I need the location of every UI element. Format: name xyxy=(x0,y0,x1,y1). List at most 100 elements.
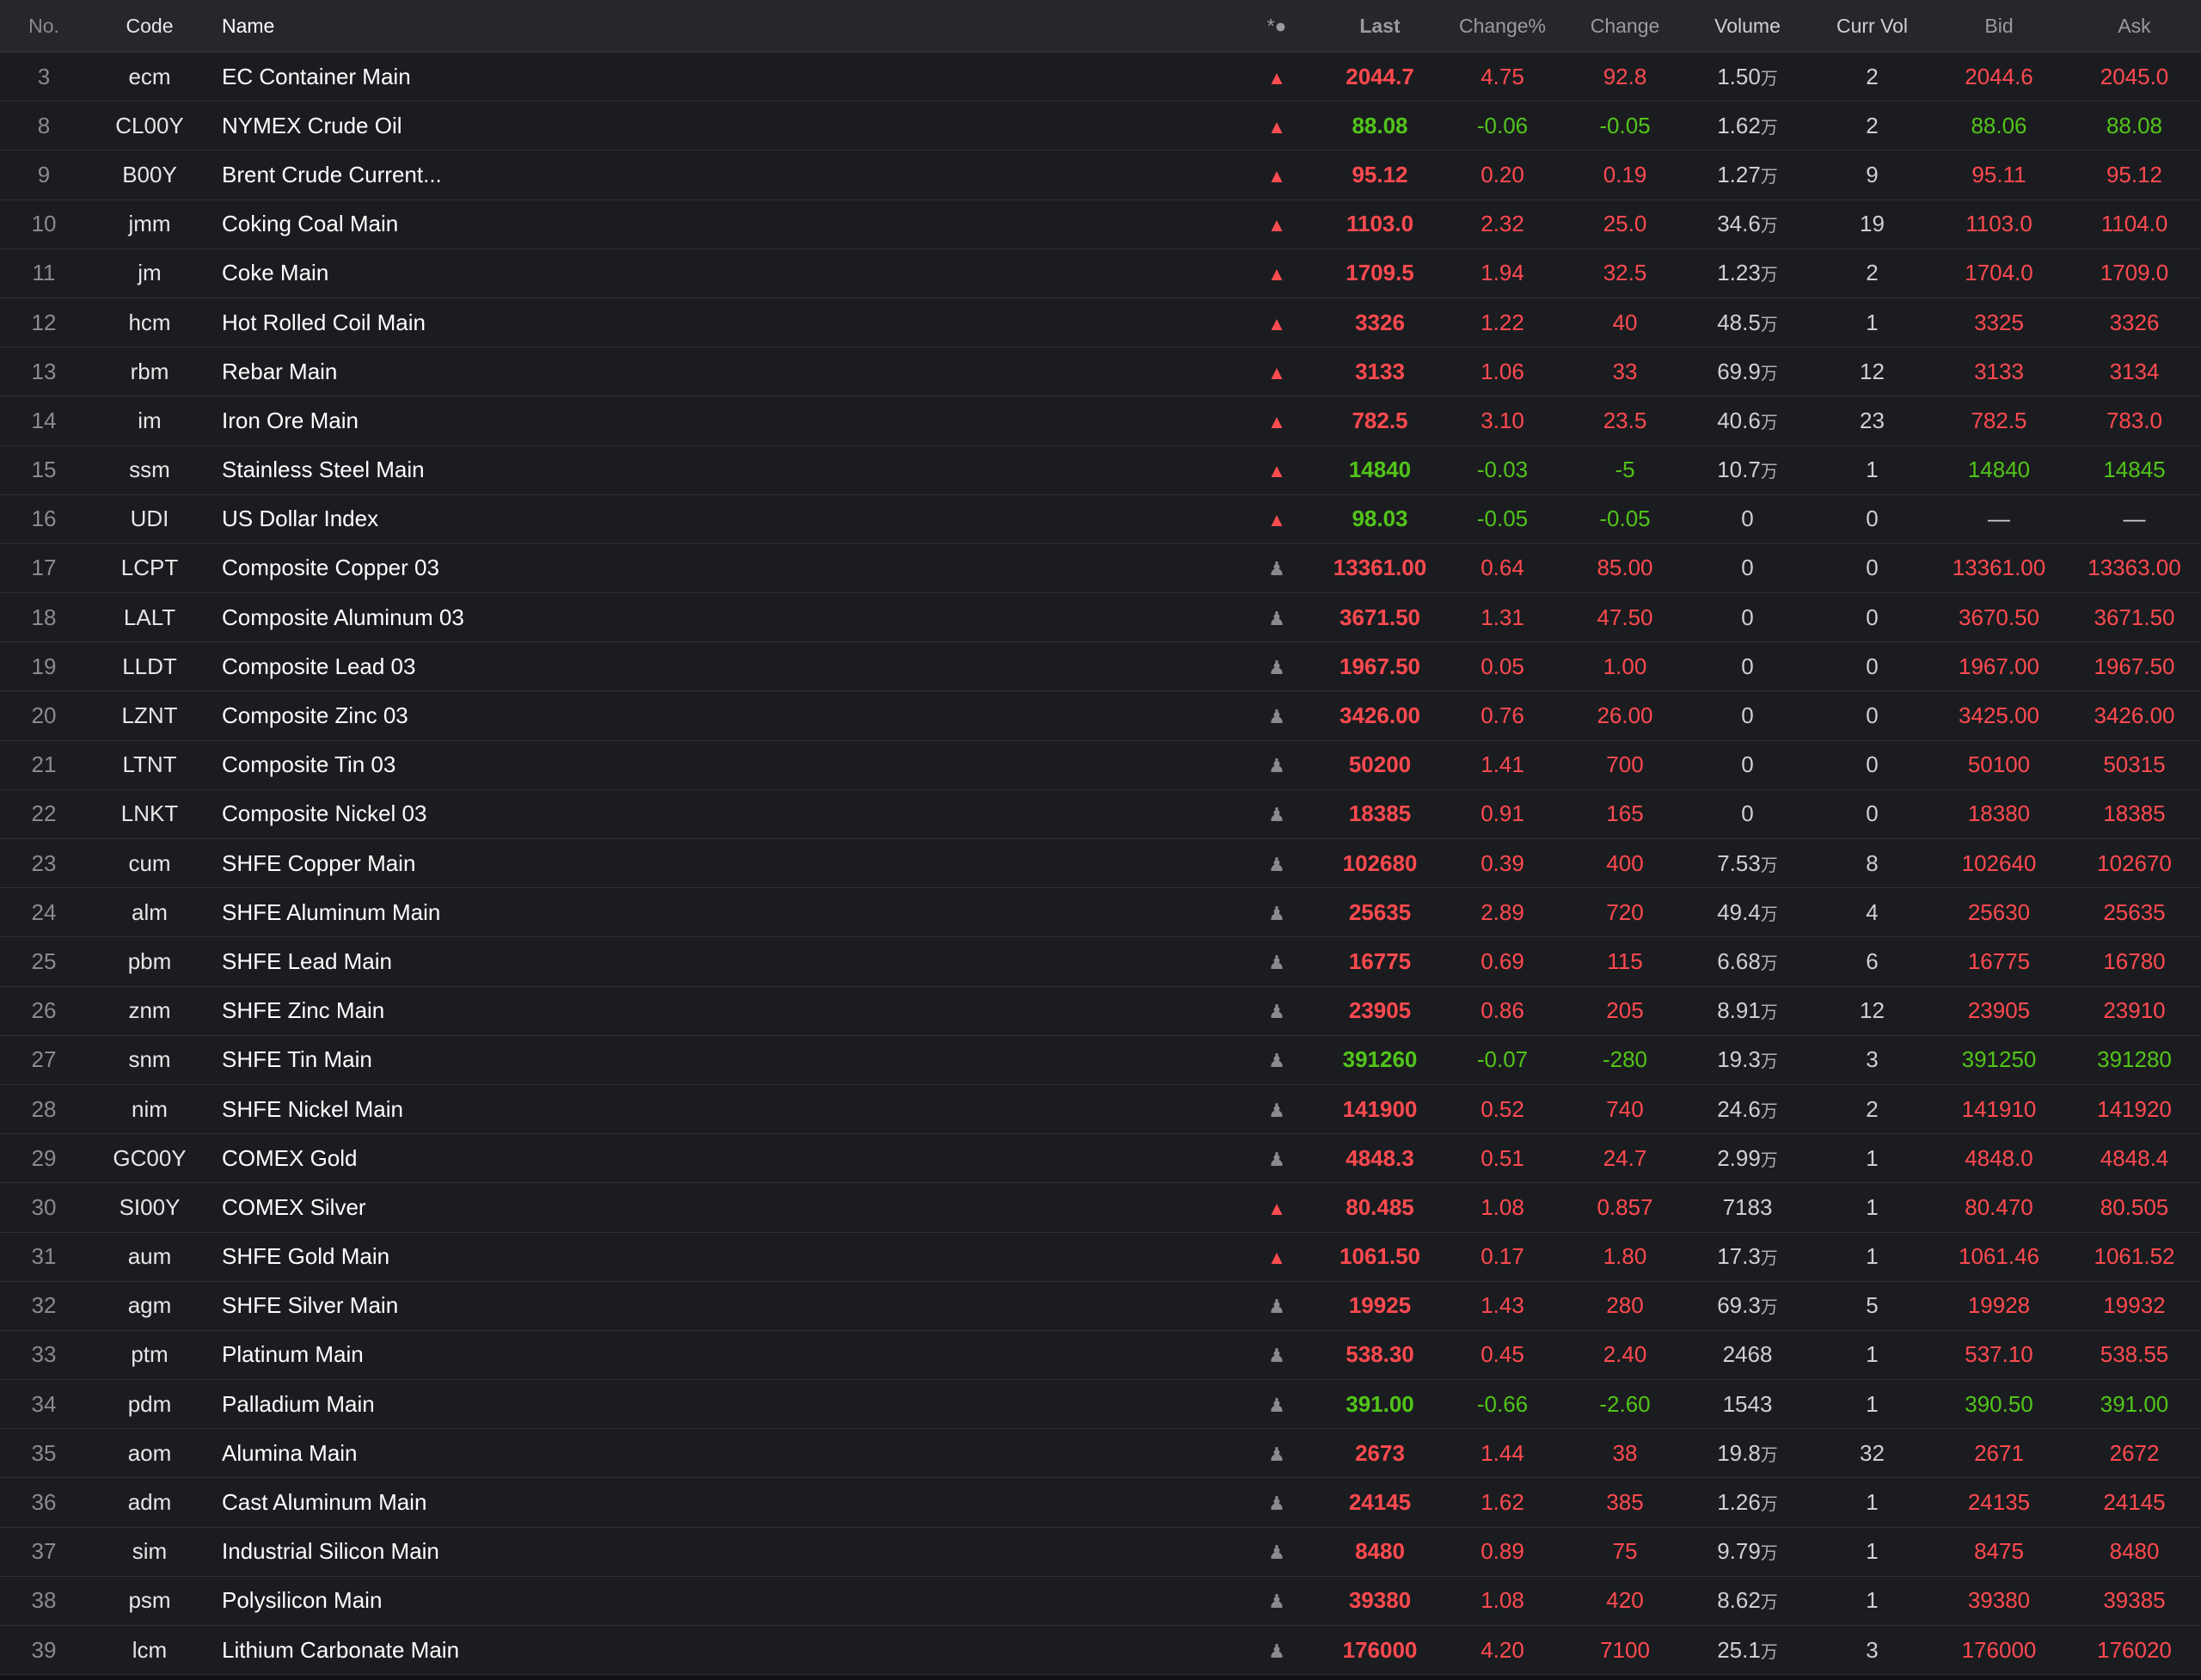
row-number: 17 xyxy=(31,555,57,581)
change-value: 165 xyxy=(1606,800,1644,827)
volume-value: 19.3 xyxy=(1717,1046,1761,1073)
change-value: 115 xyxy=(1607,947,1643,974)
volume: 0 xyxy=(1681,555,1814,581)
current-volume: 4 xyxy=(1866,898,1879,925)
change-percent: 0.91 xyxy=(1481,800,1524,827)
column-header-volume[interactable]: Volume xyxy=(1714,14,1781,37)
row-number: 28 xyxy=(31,1095,57,1122)
column-header-curr-vol[interactable]: Curr Vol xyxy=(1836,14,1909,37)
table-row[interactable]: 33 ptm Platinum Main ♟ 538.30 0.45 2.40 2468 1 53… xyxy=(0,1331,2201,1381)
table-row[interactable]: 36 adm Cast Aluminum Main ♟ 24145 1.62 385 1.26… xyxy=(0,1478,2201,1528)
row-number: 15 xyxy=(31,457,57,483)
volume: 19.3万 xyxy=(1681,1046,1814,1073)
table-row[interactable]: 16 UDI US Dollar Index ▲ 98.03 -0.05 -0.05 0 0 — — xyxy=(0,495,2201,544)
table-row[interactable]: 10 jmm Coking Coal Main ▲ 1103.0 2.32 25.0 34.6… xyxy=(0,200,2201,249)
pawn-icon: ♟ xyxy=(1268,902,1285,924)
instrument-code: UDI xyxy=(130,506,169,532)
change-value: 38 xyxy=(1612,1439,1638,1466)
table-row[interactable]: 19 LLDT Composite Lead 03 ♟ 1967.50 0.05 1.00 0… xyxy=(0,642,2201,692)
instrument-code: ecm xyxy=(128,63,171,89)
last-price: 1103.0 xyxy=(1346,211,1414,237)
current-volume: 0 xyxy=(1866,751,1879,778)
instrument-name: SHFE Tin Main xyxy=(222,1046,372,1073)
current-volume: 1 xyxy=(1866,1390,1879,1417)
ask-price: 39385 xyxy=(2103,1587,2166,1614)
volume: 1.26万 xyxy=(1681,1489,1814,1516)
volume-unit: 万 xyxy=(1760,1593,1778,1613)
table-row[interactable]: 35 aom Alumina Main ♟ 2673 1.44 38 19.8万 32 2671 2… xyxy=(0,1429,2201,1479)
change-value: -0.05 xyxy=(1599,506,1651,532)
change-percent: 0.51 xyxy=(1481,1144,1524,1171)
instrument-code: LLDT xyxy=(122,653,177,679)
change-percent: 1.43 xyxy=(1481,1292,1524,1319)
table-row[interactable]: 24 alm SHFE Aluminum Main ♟ 25635 2.89 720 49.4… xyxy=(0,888,2201,938)
last-price: 18385 xyxy=(1348,800,1412,827)
table-row[interactable]: 34 pdm Palladium Main ♟ 391.00 -0.66 -2.60 1543… xyxy=(0,1380,2201,1430)
current-volume: 32 xyxy=(1860,1439,1885,1466)
table-row[interactable]: 28 nim SHFE Nickel Main ♟ 141900 0.52 740 24.6万… xyxy=(0,1085,2201,1135)
row-mark: ♟ xyxy=(1229,555,1324,581)
column-header-last[interactable]: Last xyxy=(1359,14,1401,37)
change-value: -280 xyxy=(1602,1046,1648,1073)
column-header-change[interactable]: Change xyxy=(1590,14,1660,37)
table-row[interactable]: 39 lcm Lithium Carbonate Main ♟ 176000 4.20 71… xyxy=(0,1626,2201,1676)
table-row[interactable]: 3 ecm EC Container Main ▲ 2044.7 4.75 92.8 1.50… xyxy=(0,52,2201,102)
change-percent: 0.69 xyxy=(1481,947,1524,974)
table-row[interactable]: 17 LCPT Composite Copper 03 ♟ 13361.00 0.64 85… xyxy=(0,544,2201,594)
volume-unit: 万 xyxy=(1760,118,1778,138)
table-row[interactable]: 20 LZNT Composite Zinc 03 ♟ 3426.00 0.76 26.00… xyxy=(0,691,2201,741)
column-header-ask[interactable]: Ask xyxy=(2118,14,2151,37)
bid-price: — xyxy=(1988,506,2010,532)
table-row[interactable]: 12 hcm Hot Rolled Coil Main ▲ 3326 1.22 40 48.5… xyxy=(0,298,2201,348)
table-row[interactable]: 8 CL00Y NYMEX Crude Oil ▲ 88.08 -0.06 -0.05 1.6… xyxy=(0,101,2201,151)
table-row[interactable]: 38 psm Polysilicon Main ♟ 39380 1.08 420 8.62万 1… xyxy=(0,1577,2201,1626)
row-mark: ▲ xyxy=(1229,457,1324,483)
table-row[interactable]: 32 agm SHFE Silver Main ♟ 19925 1.43 280 69.3万 5… xyxy=(0,1282,2201,1331)
column-header-no[interactable]: No. xyxy=(28,14,59,37)
table-row[interactable]: 13 rbm Rebar Main ▲ 3133 1.06 33 69.9万 12 3133 313… xyxy=(0,347,2201,397)
volume-value: 8.91 xyxy=(1717,997,1761,1024)
table-row[interactable]: 31 aum SHFE Gold Main ▲ 1061.50 0.17 1.80 17.3万… xyxy=(0,1233,2201,1282)
volume-value: 0 xyxy=(1741,800,1754,827)
instrument-name: US Dollar Index xyxy=(222,506,379,532)
volume: 8.62万 xyxy=(1681,1587,1814,1614)
table-row[interactable]: 18 LALT Composite Aluminum 03 ♟ 3671.50 1.31 4… xyxy=(0,593,2201,643)
row-number: 33 xyxy=(31,1341,57,1368)
instrument-name: Stainless Steel Main xyxy=(222,457,425,483)
table-row[interactable]: 27 snm SHFE Tin Main ♟ 391260 -0.07 -280 19.3万 3… xyxy=(0,1036,2201,1085)
table-row[interactable]: 30 SI00Y COMEX Silver ▲ 80.485 1.08 0.857 7183 1… xyxy=(0,1183,2201,1233)
table-row[interactable]: 21 LTNT Composite Tin 03 ♟ 50200 1.41 700 0 0 501… xyxy=(0,741,2201,790)
table-row[interactable]: 11 jm Coke Main ▲ 1709.5 1.94 32.5 1.23万 2 1704.0… xyxy=(0,249,2201,298)
table-row[interactable]: 15 ssm Stainless Steel Main ▲ 14840 -0.03 -5 10… xyxy=(0,446,2201,495)
instrument-name: Palladium Main xyxy=(222,1390,375,1417)
instrument-code: lcm xyxy=(132,1636,168,1663)
current-volume: 0 xyxy=(1866,506,1879,532)
table-row[interactable]: 29 GC00Y COMEX Gold ♟ 4848.3 0.51 24.7 2.99万 1 48… xyxy=(0,1134,2201,1184)
column-header-change-pct[interactable]: Change% xyxy=(1458,14,1547,37)
column-header-bid[interactable]: Bid xyxy=(1984,14,2014,37)
table-row[interactable]: 37 sim Industrial Silicon Main ♟ 8480 0.89 75 9… xyxy=(0,1528,2201,1577)
table-row[interactable]: 9 B00Y Brent Crude Current... ▲ 95.12 0.20 0.1… xyxy=(0,150,2201,200)
row-number: 38 xyxy=(31,1587,57,1614)
instrument-name: NYMEX Crude Oil xyxy=(222,112,402,138)
instrument-code: rbm xyxy=(130,358,169,384)
table-row[interactable]: 22 LNKT Composite Nickel 03 ♟ 18385 0.91 165 0 0… xyxy=(0,790,2201,839)
volume-value: 0 xyxy=(1741,506,1754,532)
bid-price: 50100 xyxy=(1967,751,2031,778)
column-header-mark[interactable]: *● xyxy=(1266,14,1287,37)
change-value: 2.40 xyxy=(1603,1341,1647,1368)
change-value: 33 xyxy=(1612,358,1638,384)
last-price: 50200 xyxy=(1348,751,1412,778)
table-row[interactable]: 23 cum SHFE Copper Main ♟ 102680 0.39 400 7.53万… xyxy=(0,839,2201,889)
last-price: 24145 xyxy=(1348,1489,1412,1516)
last-price: 1061.50 xyxy=(1340,1243,1420,1270)
change-percent: 1.94 xyxy=(1481,260,1524,286)
column-header-name[interactable]: Name xyxy=(222,14,275,37)
table-row[interactable]: 14 im Iron Ore Main ▲ 782.5 3.10 23.5 40.6万 23 78… xyxy=(0,396,2201,446)
bid-price: 537.10 xyxy=(1965,1341,2033,1368)
change-percent: 2.32 xyxy=(1481,211,1524,237)
column-header-code[interactable]: Code xyxy=(126,14,174,37)
table-row[interactable]: 26 znm SHFE Zinc Main ♟ 23905 0.86 205 8.91万 12 2… xyxy=(0,987,2201,1036)
instrument-code: aum xyxy=(127,1243,172,1270)
table-row[interactable]: 25 pbm SHFE Lead Main ♟ 16775 0.69 115 6.68万 6 16… xyxy=(0,937,2201,987)
